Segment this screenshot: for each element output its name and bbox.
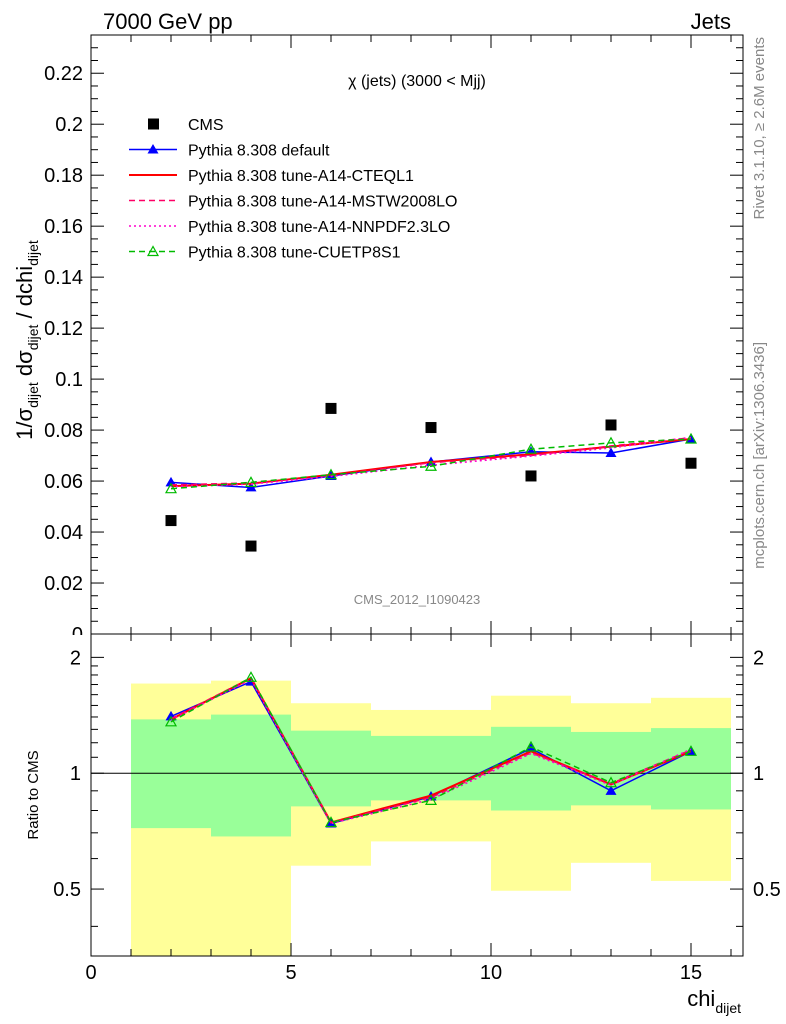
header-left: 7000 GeV pp xyxy=(103,9,233,34)
ratio-y-tick-label: 0.5 xyxy=(53,879,81,901)
series-marker-pythia-8-308-default xyxy=(605,447,617,458)
main-ylabel: 1/σdijet dσdijet / dchidijet xyxy=(12,240,41,440)
y-tick-label: 0.08 xyxy=(44,420,83,442)
series-marker-pythia-8-308-tune-cuetp8s1 xyxy=(524,442,538,454)
series-marker-pythia-8-308-tune-cuetp8s1 xyxy=(604,436,618,448)
legend-label: Pythia 8.308 default xyxy=(188,143,330,160)
mcplots-reference-text: mcplots.cern.ch [arXiv:1306.3436] xyxy=(751,342,768,569)
x-tick-label: 5 xyxy=(285,962,296,984)
analysis-watermark: CMS_2012_I1090423 xyxy=(354,592,481,607)
series-marker-pythia-8-308-tune-cuetp8s1 xyxy=(164,482,178,494)
y-tick-label: 0.14 xyxy=(44,267,83,289)
data-point-cms xyxy=(425,422,437,434)
legend: CMS Pythia 8.308 default Pythia 8.308 tune… xyxy=(129,117,457,262)
header-right: Jets xyxy=(691,9,731,34)
ratio-marker-pythia-8-308-tune-cuetp8s1 xyxy=(684,745,698,756)
y-tick-label: 0.02 xyxy=(44,573,83,595)
ratio-marker-pythia-8-308-tune-cuetp8s1 xyxy=(164,715,178,727)
ratio-frame xyxy=(90,633,744,957)
ratio-y-tick-label-right: 2 xyxy=(753,647,764,669)
uncertainty-band-inner xyxy=(491,726,571,811)
data-point-cms xyxy=(165,515,177,527)
y-tick-label: 0.16 xyxy=(44,216,83,238)
legend-marker-pythia-8-308-tune-cuetp8s1 xyxy=(146,245,160,257)
main-title: χ (jets) (3000 < Mjj) xyxy=(348,73,486,90)
main-panel: χ (jets) (3000 < Mjj) CMS_2012_I1090423 … xyxy=(44,34,744,649)
ratio-y-tick-label: 2 xyxy=(70,647,81,669)
legend-label: Pythia 8.308 tune-CUETP8S1 xyxy=(188,245,401,262)
x-tick-label: 15 xyxy=(680,962,702,984)
y-tick-label: 0.22 xyxy=(44,63,83,85)
series-line-pythia-8-308-tune-a14-nnpdf2-3lo xyxy=(170,436,692,488)
ratio-ylabel: Ratio to CMS xyxy=(25,750,42,839)
uncertainty-band-inner xyxy=(371,735,491,801)
y-tick-label: 0.1 xyxy=(55,369,83,391)
y-tick-label: 0.2 xyxy=(55,114,83,136)
ratio-line-pythia-8-308-tune-cuetp8s1 xyxy=(170,676,692,824)
legend-label: Pythia 8.308 tune-A14-NNPDF2.3LO xyxy=(188,219,450,236)
legend-label: CMS xyxy=(188,117,224,134)
legend-marker-pythia-8-308-default xyxy=(147,144,159,154)
ratio-y-tick-label-right: 1 xyxy=(753,763,764,785)
y-tick-label: 0.04 xyxy=(44,522,83,544)
data-point-cms xyxy=(245,540,257,552)
zero-label-mask xyxy=(60,635,90,649)
series-line-pythia-8-308-tune-cuetp8s1 xyxy=(170,438,692,490)
ratio-marker-pythia-8-308-default xyxy=(605,785,617,795)
x-tick-label: 0 xyxy=(85,962,96,984)
ratio-marker-pythia-8-308-tune-cuetp8s1 xyxy=(324,816,338,828)
x-axis-label: chidijet xyxy=(687,986,741,1016)
series-marker-pythia-8-308-tune-cuetp8s1 xyxy=(244,476,258,487)
legend-label: Pythia 8.308 tune-A14-MSTW2008LO xyxy=(188,194,457,211)
uncertainty-band-inner xyxy=(131,719,211,829)
data-point-cms xyxy=(605,419,617,431)
ratio-panel: 0.5 0.5 1 1 2 2 0 5 10 15 xyxy=(53,633,781,984)
ratio-marker-pythia-8-308-tune-cuetp8s1 xyxy=(424,794,438,805)
svg-text:1/σdijet dσdijet / dchidijet: 1/σdijet dσdijet / dchidijet xyxy=(12,240,41,440)
rivet-version-text: Rivet 3.1.10, ≥ 2.6M events xyxy=(751,37,768,220)
y-tick-label: 0.18 xyxy=(44,165,83,187)
series-marker-pythia-8-308-tune-cuetp8s1 xyxy=(324,468,338,480)
ratio-y-tick-label: 1 xyxy=(70,763,81,785)
ratio-marker-pythia-8-308-tune-cuetp8s1 xyxy=(604,776,618,788)
series-marker-pythia-8-308-tune-cuetp8s1 xyxy=(684,432,698,444)
legend-swatch-cms xyxy=(148,118,159,130)
uncertainty-band-inner xyxy=(211,714,291,837)
legend-label: Pythia 8.308 tune-A14-CTEQL1 xyxy=(188,168,414,185)
uncertainty-band-inner xyxy=(291,730,371,807)
y-tick-label: 0.06 xyxy=(44,471,83,493)
data-point-cms xyxy=(685,457,697,469)
y-tick-label: 0.12 xyxy=(44,318,83,340)
ratio-line-pythia-8-308-tune-a14-mstw2008lo xyxy=(170,676,692,824)
ratio-marker-pythia-8-308-tune-cuetp8s1 xyxy=(524,740,538,752)
x-tick-label: 10 xyxy=(480,962,502,984)
data-point-cms xyxy=(525,470,537,482)
ratio-y-tick-label-right: 0.5 xyxy=(753,879,781,901)
uncertainty-band-inner xyxy=(651,728,731,810)
data-point-cms xyxy=(325,402,337,414)
series-marker-pythia-8-308-default xyxy=(165,476,177,487)
ratio-marker-pythia-8-308-tune-cuetp8s1 xyxy=(244,671,258,682)
series-marker-pythia-8-308-tune-cuetp8s1 xyxy=(424,460,438,471)
